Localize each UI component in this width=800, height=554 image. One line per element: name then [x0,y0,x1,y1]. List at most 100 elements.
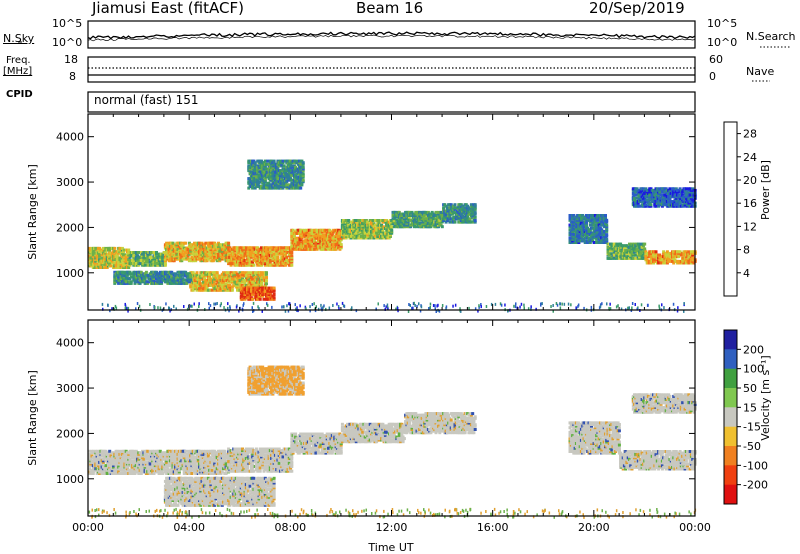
rti-cell [246,257,250,261]
rti-cell [605,233,609,237]
rti-cell [689,255,693,259]
rti-cell [132,255,136,259]
rti-cell [456,212,459,216]
rti-cell [672,255,676,259]
rti-cell [228,252,232,256]
rti-cell [591,236,595,240]
rti-cell [284,252,287,256]
rti-cell [659,193,663,197]
rti-cell [598,215,602,219]
rti-cell [241,297,244,301]
rti-cell [378,236,382,240]
rti-cell [206,254,210,258]
rti-cell [258,297,262,301]
rti-cell [200,241,204,245]
rti-cell [401,222,405,225]
rti-cell [200,259,204,263]
rti-cell [357,227,361,230]
rti-cell [266,254,270,258]
rti-cell [633,242,636,246]
rti-cell [678,250,682,254]
rti-cell [267,294,271,298]
rti-cell [300,236,304,240]
rti-cell [316,244,320,248]
rti-cell [585,220,588,224]
rti-cell [237,255,241,259]
rti-cell [251,185,255,188]
rti-cell [263,257,267,261]
rti-cell [133,254,137,258]
rti-cell [228,249,232,253]
rti-cell [645,258,649,262]
rti-cell [596,231,600,235]
rti-cell [146,275,150,279]
rti-cell [649,203,653,207]
rti-cell [284,170,287,174]
rti-cell [123,262,127,266]
noise-cell [208,302,210,306]
rti-cell [122,277,126,281]
rti-cell [466,214,470,218]
rti-cell [318,238,322,242]
rti-cell [373,219,377,222]
rti-cell [394,210,397,214]
rti-cell [324,236,328,240]
rti-cell [276,185,280,188]
rti-cell [155,257,158,261]
rti-cell [147,254,151,258]
rti-cell [609,247,612,251]
rti-cell [113,280,117,284]
rti-cell [241,254,244,258]
rti-cell [184,273,188,277]
rti-cell [372,225,376,229]
rti-cell [576,220,580,224]
rti-cell [368,219,372,222]
rti-cell [210,288,214,292]
rti-cell [682,259,686,263]
rti-cell [210,272,214,276]
rti-cell [315,228,319,232]
rti-cell [247,294,251,298]
rti-cell [377,222,381,226]
noise-cell [341,301,344,305]
rti-cell [219,254,223,258]
rti-cell [286,161,290,165]
rti-cell [241,280,244,284]
rti-cell [239,288,243,292]
rti-cell [165,248,169,252]
rti-cell [249,161,253,165]
rti-cell [681,193,685,197]
rti-cell [110,251,114,255]
rti-cell [210,243,214,247]
rti-cell [299,241,303,245]
rti-cell [172,273,176,277]
rti-cell [280,246,284,250]
rti-cell [633,198,636,202]
rti-cell [328,236,332,240]
rti-cell [292,233,296,237]
rti-cell [616,247,620,251]
rti-cell [175,246,179,250]
noise-cell [198,302,200,306]
rti-cell [586,233,590,237]
rti-cell [265,272,268,276]
noise-cell [609,307,612,311]
noise-cell [115,306,118,310]
rti-cell [300,183,304,187]
rti-cell [577,222,581,225]
rti-cell [657,195,661,199]
rti-cell [357,233,361,237]
rti-cell [461,204,465,208]
rti-cell [688,198,692,202]
rti-cell [249,283,253,287]
rti-cell [120,256,124,260]
rti-cell [285,255,289,259]
rti-cell [180,254,184,258]
rti-cell [236,287,239,291]
rti-cell [339,246,343,250]
rti-cell [633,250,636,254]
rti-cell [301,169,305,173]
rti-cell [593,214,597,217]
rti-cell [233,252,237,256]
rti-cell [201,282,205,286]
